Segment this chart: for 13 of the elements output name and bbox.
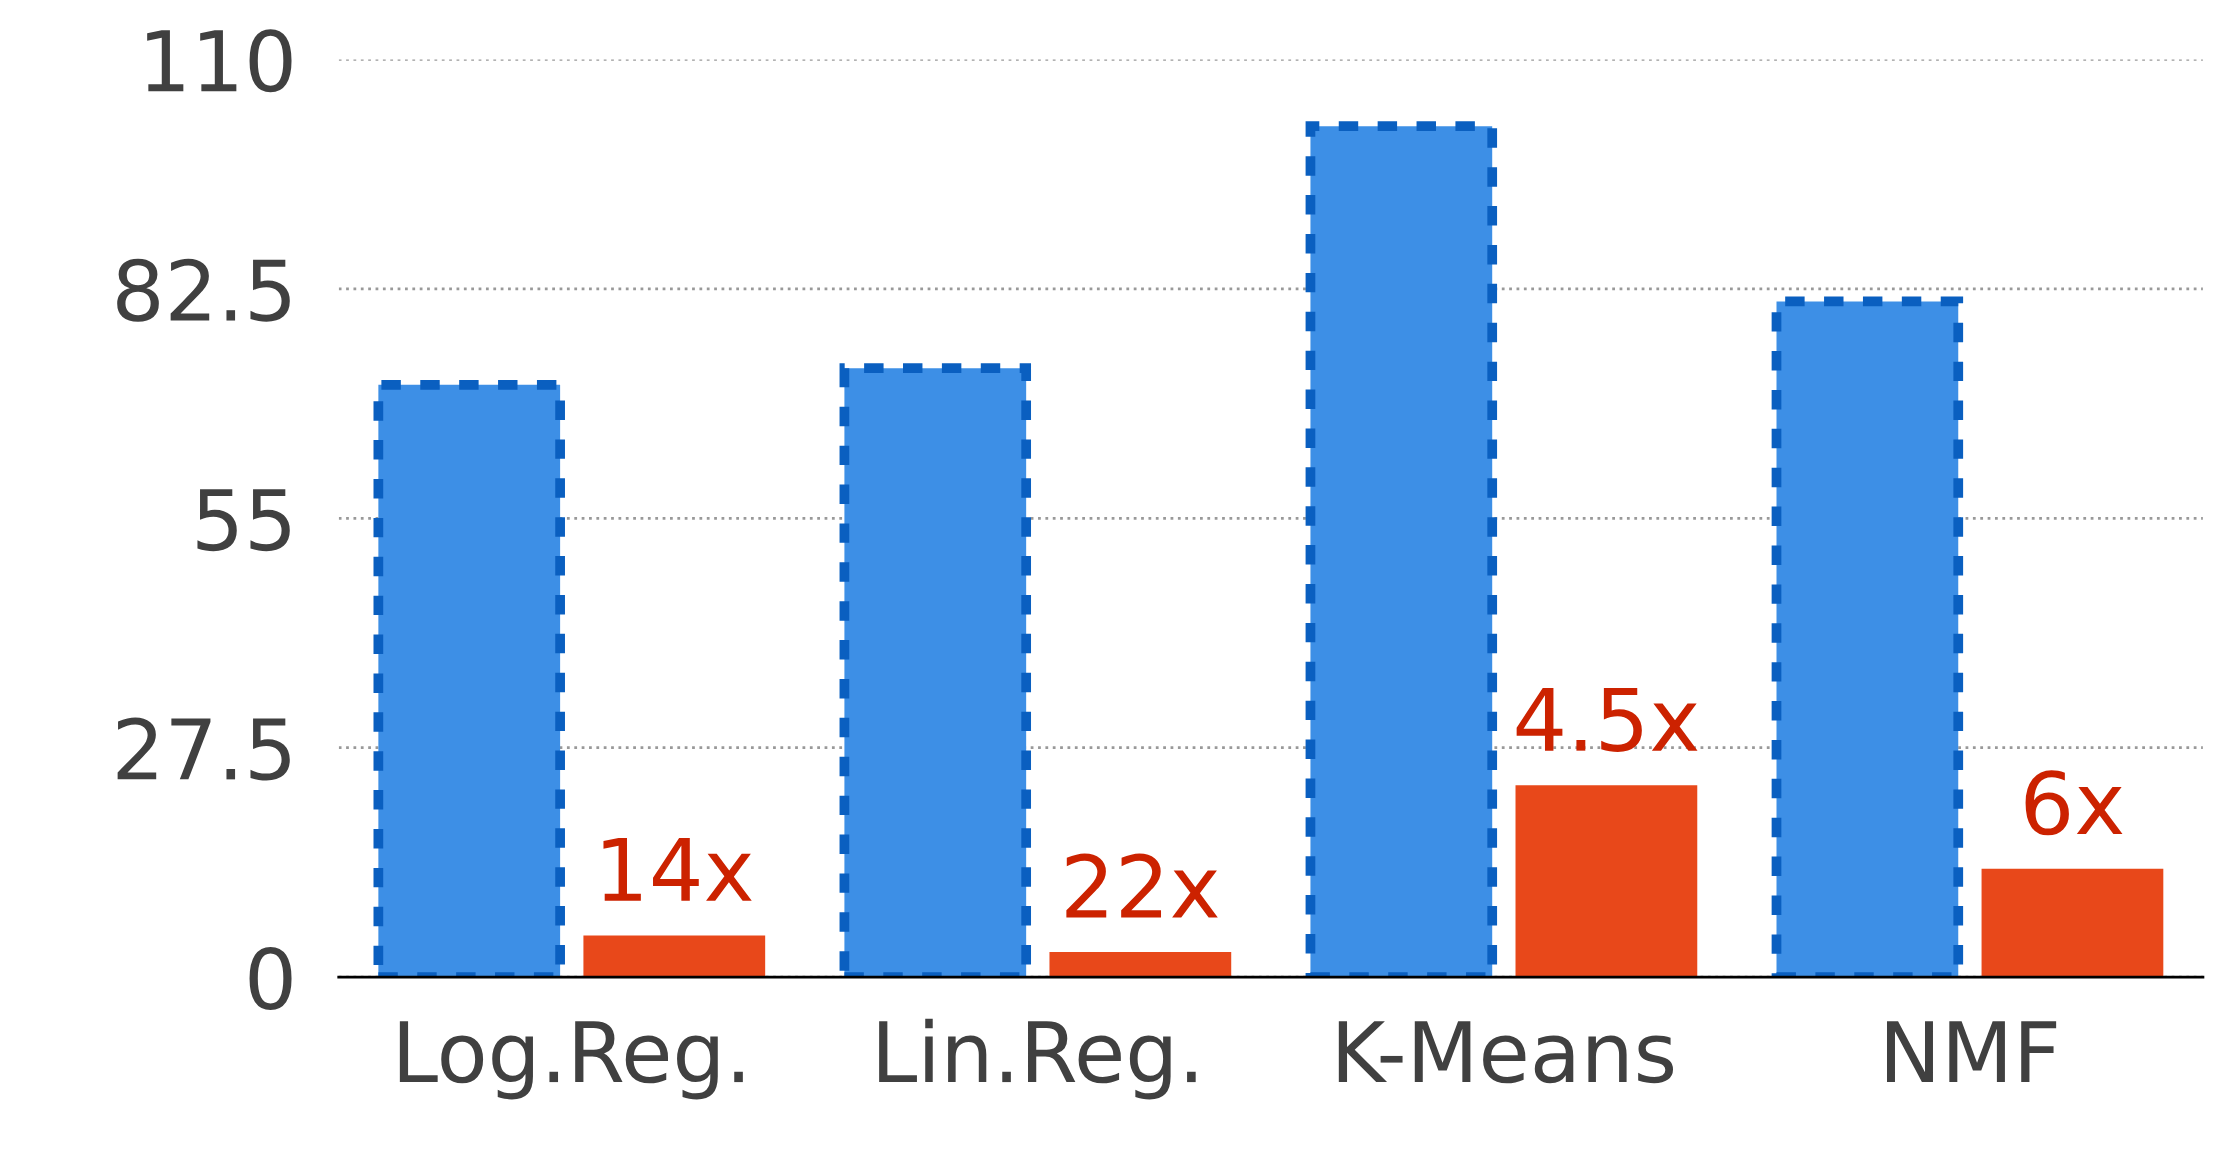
y-tick-label: 27.5: [117, 717, 290, 781]
x-tick-label: Log.Reg.: [399, 1021, 743, 1100]
y-tick-label: 110: [147, 29, 292, 93]
annotation: 4.5x: [1516, 687, 1698, 752]
annotation: 6x: [2025, 770, 2123, 836]
annotation: 22x: [1066, 853, 1218, 918]
annotation: 14x: [603, 838, 752, 901]
y-tick-label: 55: [197, 489, 290, 552]
x-tick-label: K-Means: [1338, 1021, 1674, 1084]
y-tick-label: 82.5: [117, 258, 290, 322]
y-tick-label: 0: [249, 946, 292, 1010]
x-tick-label: NMF: [1887, 1021, 2057, 1083]
x-tick-label: Lin.Reg.: [879, 1018, 1196, 1100]
